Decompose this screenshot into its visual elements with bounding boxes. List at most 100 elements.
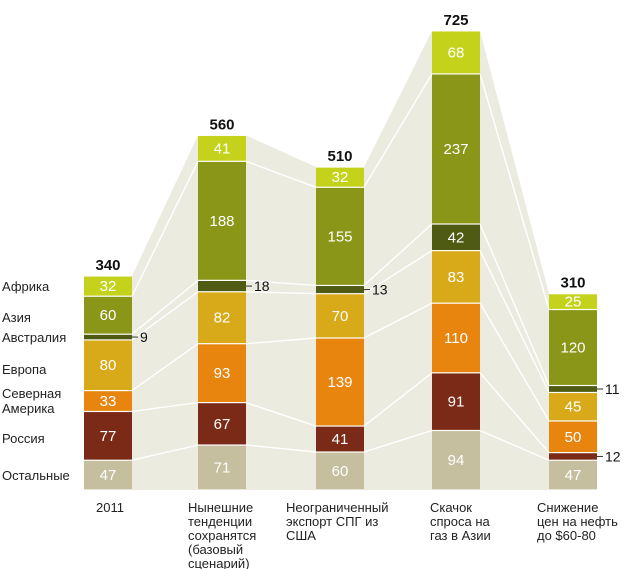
legend-label: Азия <box>2 310 31 325</box>
connector-line <box>131 444 199 461</box>
category-label: Скачок спроса на газ в Азии <box>430 500 491 543</box>
bar-segment <box>432 431 480 490</box>
bar-segment <box>316 426 364 452</box>
connector-line <box>363 302 433 339</box>
connector-bands <box>131 30 550 491</box>
bar-segment <box>316 294 364 338</box>
bar-value-label: 71 <box>214 460 231 477</box>
bar-segment <box>198 403 246 445</box>
connector-line <box>479 372 550 454</box>
bar-segment <box>84 391 132 411</box>
bar-value-label: 94 <box>448 452 465 469</box>
bar-total-label: 510 <box>327 148 352 165</box>
connector-line <box>131 161 199 297</box>
bar-value-label: 12 <box>605 448 621 464</box>
connector-band-1 <box>132 135 198 491</box>
connector-line <box>245 291 317 295</box>
bar-segment <box>84 296 132 334</box>
bar-segment <box>432 224 480 251</box>
bar-segment <box>432 373 480 430</box>
bar-value-label: 60 <box>332 463 349 480</box>
bar-segment <box>316 187 364 285</box>
bar-segment <box>432 303 480 373</box>
bar-value-label: 83 <box>448 269 465 286</box>
bar-value-label: 47 <box>565 467 582 484</box>
connector-line <box>363 372 433 427</box>
legend-label: Остальные <box>2 468 70 483</box>
bar-segment <box>549 453 597 460</box>
connector-line <box>363 223 433 286</box>
bar-value-label: 50 <box>565 429 582 446</box>
bar-value-label: 41 <box>214 140 231 157</box>
legend: Африка Азия Австралия Европа Северная Америка… <box>2 279 70 483</box>
connector-line <box>245 160 317 188</box>
bar-segment <box>84 276 132 296</box>
bar-segment <box>198 445 246 490</box>
bar-segment <box>84 460 132 490</box>
bar-segment <box>549 294 597 309</box>
bar-segment <box>316 338 364 426</box>
connector-line <box>131 279 199 335</box>
connector-line <box>245 444 317 453</box>
labels: 47 77 33 80 9 60 32 340 71 67 93 82 18 188 41 560 60 41 13… <box>95 12 620 484</box>
legend-label: Россия <box>2 431 45 446</box>
connector-line <box>131 401 199 413</box>
bar-segment <box>316 286 364 294</box>
bar-segment <box>549 386 597 392</box>
bar-value-label: 82 <box>214 310 231 327</box>
bar-segment <box>198 161 246 280</box>
category-label: Нынешние тенденции сохранятся (базовый сцена… <box>188 500 256 569</box>
bar-value-label: 93 <box>214 365 231 382</box>
bar-value-label: 70 <box>332 308 349 325</box>
bar-segment <box>432 74 480 224</box>
connector-band-4 <box>480 30 549 490</box>
bar-value-label: 45 <box>565 399 582 416</box>
bar-value-label: 120 <box>560 340 585 357</box>
bar-total-label: 725 <box>443 12 468 29</box>
connector-line <box>245 337 317 345</box>
bar-value-label: 60 <box>100 307 117 324</box>
bar-segment <box>84 334 132 340</box>
bar-value-label: 11 <box>605 381 620 397</box>
bar-segment <box>549 393 597 421</box>
bar-value-label: 33 <box>100 393 117 410</box>
bar-value-label: 41 <box>332 431 349 448</box>
bar-segment <box>198 135 246 161</box>
bar-segment <box>549 421 597 453</box>
connector-line <box>131 291 199 341</box>
bar-value-label: 42 <box>448 229 465 246</box>
bar-value-label: 67 <box>214 416 231 433</box>
bars <box>84 31 597 490</box>
bar-value-label: 32 <box>332 169 349 186</box>
legend-label: Австралия <box>2 330 66 345</box>
bar-value-label: 155 <box>327 228 352 245</box>
bar-segment <box>316 167 364 187</box>
bar-value-label: 80 <box>100 357 117 374</box>
bar-value-label: 68 <box>448 44 465 61</box>
bar-value-label: 32 <box>100 278 117 295</box>
connector-line <box>245 401 317 427</box>
connector-line <box>245 279 317 287</box>
bar-segment <box>549 310 597 385</box>
bar-segment <box>198 292 246 344</box>
category-label: Неограниченный экспорт СПГ из США <box>286 500 388 543</box>
legend-label: Европа <box>2 362 47 377</box>
bar-segment <box>84 412 132 460</box>
bar-value-label: 9 <box>140 329 148 345</box>
connector-line <box>479 302 550 422</box>
connector-band-3 <box>364 30 432 490</box>
connector-line <box>131 343 199 392</box>
bar-value-label: 91 <box>448 394 465 411</box>
connector-line <box>363 73 433 188</box>
connector-line <box>479 429 550 461</box>
bar-total-label: 560 <box>209 116 234 133</box>
bar-value-label: 18 <box>254 278 270 294</box>
category-label: 2011 <box>96 500 124 515</box>
connector-band-2 <box>246 135 316 491</box>
connector-line <box>479 223 550 386</box>
bar-segment <box>549 460 597 490</box>
bar-value-label: 77 <box>100 428 117 445</box>
bar-total-label: 340 <box>95 257 120 274</box>
bar-segment <box>84 340 132 390</box>
